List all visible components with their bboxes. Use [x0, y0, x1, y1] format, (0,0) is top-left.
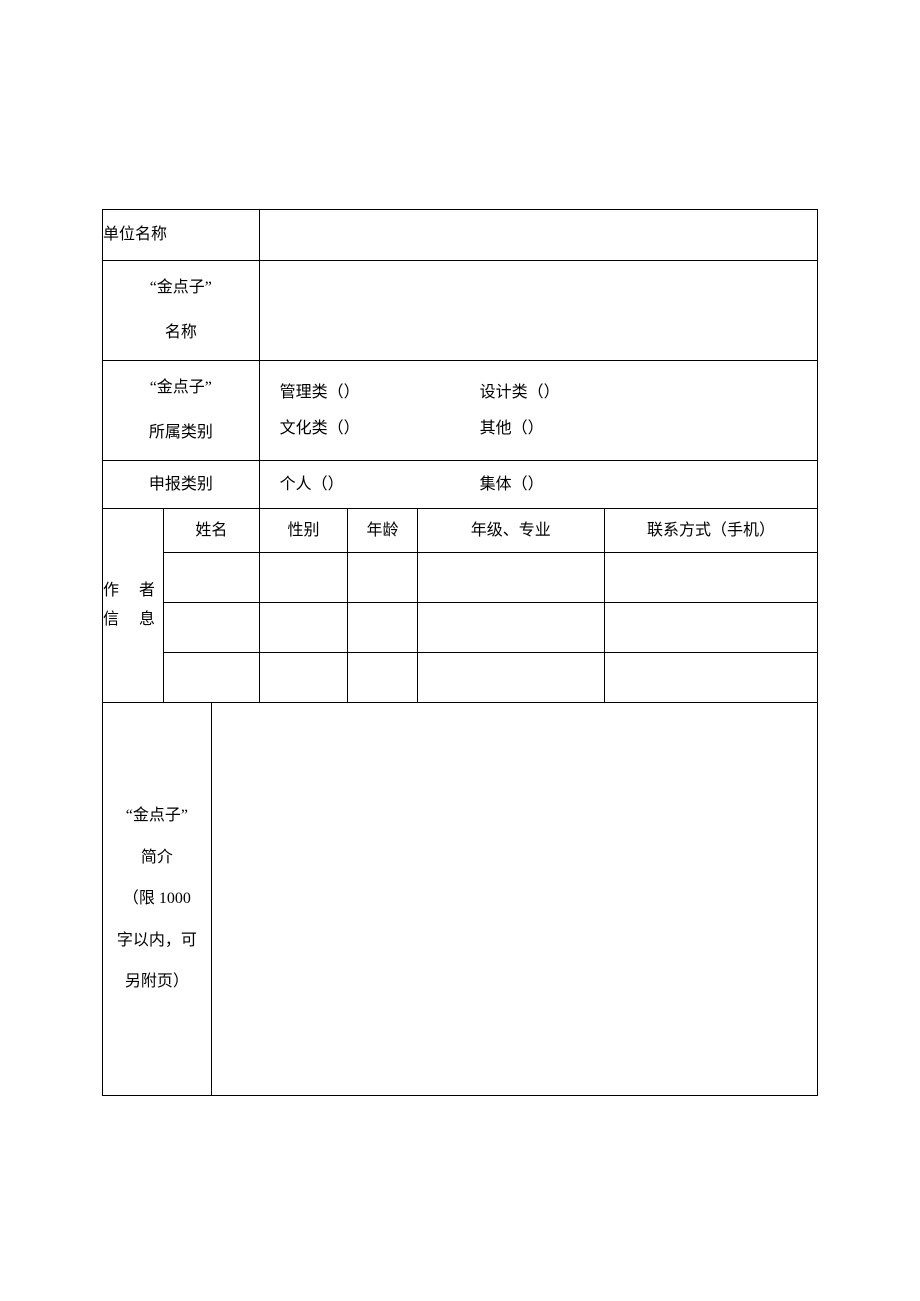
col-name-text: 姓名: [195, 522, 227, 539]
category-other[interactable]: 其他（）: [480, 411, 680, 446]
declare-type-label: 申报类别: [103, 461, 260, 509]
row-intro: “金点子” 简介 （限 1000 字以内，可 另附页）: [103, 703, 818, 1096]
col-contact-text: 联系方式（手机）: [647, 522, 775, 539]
col-grade-major: 年级、专业: [417, 509, 604, 553]
col-age-text: 年龄: [366, 522, 398, 539]
category-options: 管理类（） 设计类（） 文化类（） 其他（）: [259, 361, 817, 461]
col-age: 年龄: [348, 509, 417, 553]
col-gender-text: 性别: [288, 522, 320, 539]
row-idea-name: “金点子” 名称: [103, 261, 818, 361]
category-design[interactable]: 设计类（）: [480, 375, 680, 410]
declare-collective[interactable]: 集体（）: [480, 467, 680, 502]
author-1-grade-major[interactable]: [417, 553, 604, 603]
author-info-label-1: 作 者: [103, 577, 163, 606]
idea-name-value[interactable]: [259, 261, 817, 361]
category-label: “金点子” 所属类别: [103, 361, 260, 461]
declare-options: 个人（） 集体（）: [259, 461, 817, 509]
author-2-gender[interactable]: [259, 603, 348, 653]
col-name: 姓名: [164, 509, 260, 553]
author-3-name[interactable]: [164, 653, 260, 703]
row-category: “金点子” 所属类别 管理类（） 设计类（） 文化类（） 其他（）: [103, 361, 818, 461]
author-2-contact[interactable]: [604, 603, 817, 653]
row-author-header: 作 者 信 息 姓名 性别 年龄 年级、专业 联系方式（手机）: [103, 509, 818, 553]
idea-name-label-line2: 名称: [103, 311, 259, 356]
intro-label: “金点子” 简介 （限 1000 字以内，可 另附页）: [103, 703, 212, 1096]
author-row-3: [103, 653, 818, 703]
author-row-1: [103, 553, 818, 603]
author-info-label: 作 者 信 息: [103, 509, 164, 703]
author-1-age[interactable]: [348, 553, 417, 603]
category-label-line2: 所属类别: [103, 411, 259, 456]
author-3-grade-major[interactable]: [417, 653, 604, 703]
author-1-gender[interactable]: [259, 553, 348, 603]
declare-type-label-text: 申报类别: [149, 476, 213, 493]
author-2-grade-major[interactable]: [417, 603, 604, 653]
row-declare-type: 申报类别 个人（） 集体（）: [103, 461, 818, 509]
author-row-2: [103, 603, 818, 653]
unit-name-value[interactable]: [259, 210, 817, 261]
intro-label-line5: 另附页）: [103, 961, 211, 1003]
author-info-label-2: 信 息: [103, 606, 163, 635]
author-3-contact[interactable]: [604, 653, 817, 703]
author-1-name[interactable]: [164, 553, 260, 603]
author-2-name[interactable]: [164, 603, 260, 653]
intro-label-line2: 简介: [103, 837, 211, 879]
col-contact: 联系方式（手机）: [604, 509, 817, 553]
intro-label-line1: “金点子”: [103, 795, 211, 837]
row-unit-name: 单位名称: [103, 210, 818, 261]
declare-personal[interactable]: 个人（）: [280, 467, 480, 502]
category-management[interactable]: 管理类（）: [280, 375, 480, 410]
category-culture[interactable]: 文化类（）: [280, 411, 480, 446]
unit-name-label-text: 单位名称: [103, 226, 167, 243]
author-3-gender[interactable]: [259, 653, 348, 703]
intro-value[interactable]: [211, 703, 817, 1096]
unit-name-label: 单位名称: [103, 210, 260, 261]
author-2-age[interactable]: [348, 603, 417, 653]
intro-label-line3: （限 1000: [103, 878, 211, 920]
application-form-table: 单位名称 “金点子” 名称 “金点子” 所属类别 管理类（） 设计类（） 文化类…: [102, 209, 818, 1096]
idea-name-label: “金点子” 名称: [103, 261, 260, 361]
author-3-age[interactable]: [348, 653, 417, 703]
col-gender: 性别: [259, 509, 348, 553]
category-label-line1: “金点子”: [103, 366, 259, 411]
intro-label-line4: 字以内，可: [103, 920, 211, 962]
col-grade-major-text: 年级、专业: [471, 522, 551, 539]
author-1-contact[interactable]: [604, 553, 817, 603]
idea-name-label-line1: “金点子”: [103, 266, 259, 311]
